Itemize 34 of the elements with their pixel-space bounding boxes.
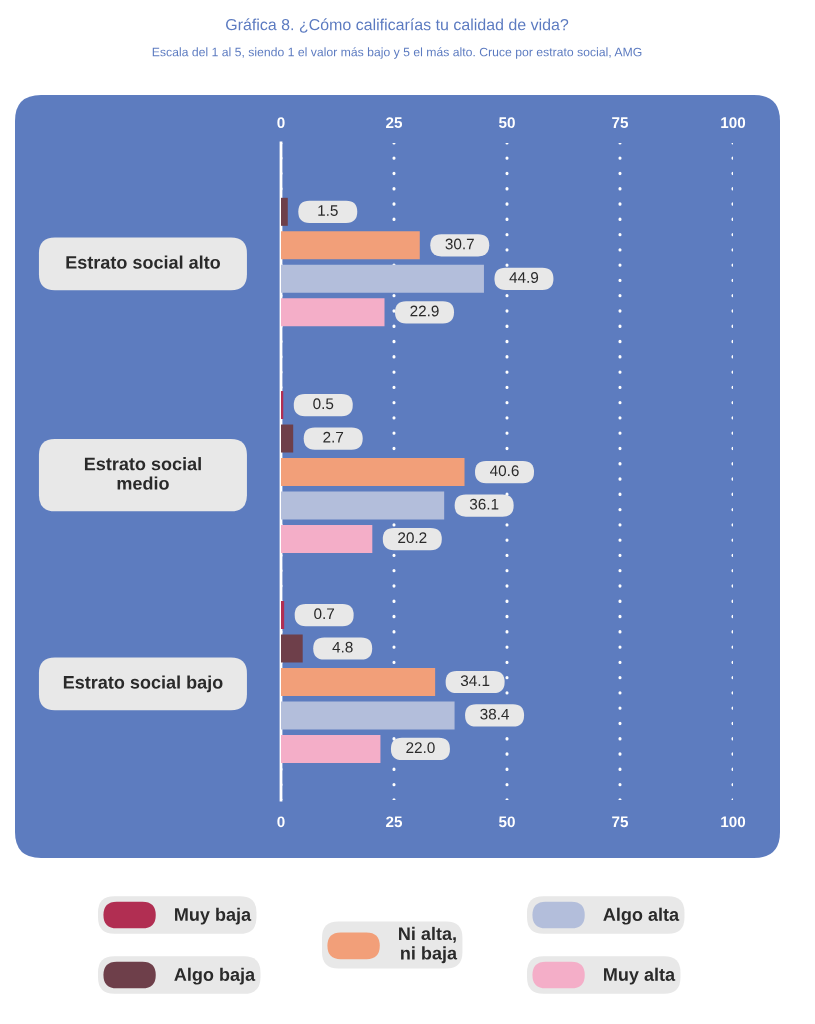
data-label: 1.5 [318, 205, 338, 216]
x-tick-label: 75 [612, 816, 629, 828]
data-label: 2.7 [323, 431, 344, 443]
legend-label: Muy baja [175, 907, 252, 925]
x-tick-label: 25 [386, 816, 403, 828]
data-label: 44.9 [509, 272, 539, 283]
y-tick-label: Estrato social medio [84, 457, 201, 490]
chart-subtitle: Escala del 1 al 5, siendo 1 el valor más bajo y 5 el más alto. Cruce por estrato social, AMG [152, 47, 642, 59]
x2-tick-label: 0 [277, 117, 285, 129]
legend-label: Algo baja [174, 967, 256, 985]
data-label: 22.0 [406, 742, 435, 754]
data-label: 4.8 [332, 641, 353, 653]
data-label: 38.4 [480, 708, 509, 720]
chart-title: Gráfica 8. ¿Cómo calificarías tu calidad de vida? [226, 18, 569, 33]
data-label: 30.7 [445, 238, 474, 250]
legend-label: Ni alta, ni baja [399, 926, 458, 964]
x2-tick-label: 50 [498, 117, 515, 129]
data-label: 0.7 [314, 608, 335, 620]
x-tick-label: 100 [721, 816, 746, 828]
data-label: 22.9 [410, 305, 439, 317]
x2-tick-label: 75 [612, 117, 629, 129]
legend-label: Muy alta [604, 967, 676, 985]
data-label: 36.1 [469, 498, 499, 510]
x2-tick-label: 100 [721, 117, 746, 129]
y-tick-label: Estrato social bajo [63, 675, 223, 693]
x-tick-label: 0 [277, 816, 285, 828]
data-label: 20.2 [398, 532, 427, 544]
legend-label: Algo alta [603, 907, 680, 925]
data-label: 34.1 [460, 675, 490, 687]
x-tick-label: 50 [498, 816, 515, 828]
data-label: 0.5 [313, 398, 334, 410]
y-tick-label: Estrato social alto [66, 255, 221, 269]
x2-tick-label: 25 [386, 117, 403, 129]
data-label: 40.6 [490, 465, 519, 477]
